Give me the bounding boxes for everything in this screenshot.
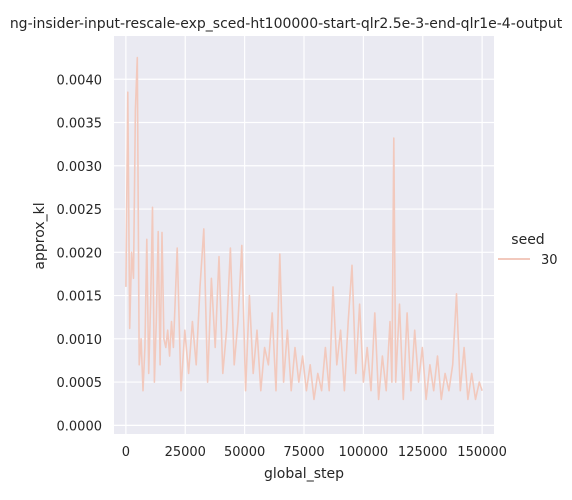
x-tick-label: 100000 [339, 445, 389, 460]
x-tick-label: 75000 [283, 445, 324, 460]
x-tick-label: 125000 [398, 445, 448, 460]
chart-title: ng-insider-input-rescale-exp_sced-ht1000… [10, 16, 563, 32]
legend-title: seed [511, 232, 544, 248]
x-tick-label: 50000 [224, 445, 265, 460]
x-tick-label: 150000 [457, 445, 507, 460]
y-tick-label: 0.0000 [57, 419, 103, 434]
legend-entry-label: 30 [541, 253, 558, 268]
y-tick-label: 0.0030 [57, 160, 103, 175]
y-tick-label: 0.0005 [57, 376, 103, 391]
y-tick-label: 0.0025 [57, 203, 103, 218]
y-gridlines [114, 78, 494, 426]
y-axis-label: approx_kl [32, 202, 48, 269]
y-tick-labels: 0.0000 0.0005 0.0010 0.0015 0.0020 0.0025 0.00… [57, 73, 103, 434]
y-tick-label: 0.0010 [57, 333, 103, 348]
x-tick-label: 0 [122, 445, 130, 460]
y-tick-label: 0.0020 [57, 246, 103, 261]
x-tick-labels: 0 25000 50000 75000 100000 125000 150000 [122, 445, 507, 460]
x-axis-label: global_step [264, 466, 344, 482]
series-layer [125, 56, 483, 401]
x-gridlines [125, 36, 483, 434]
legend: seed 30 [498, 232, 558, 268]
y-tick-label: 0.0015 [57, 290, 103, 305]
x-tick-label: 25000 [165, 445, 206, 460]
series-line-30 [125, 56, 483, 401]
y-tick-label: 0.0035 [57, 117, 103, 132]
y-tick-label: 0.0040 [57, 73, 103, 88]
